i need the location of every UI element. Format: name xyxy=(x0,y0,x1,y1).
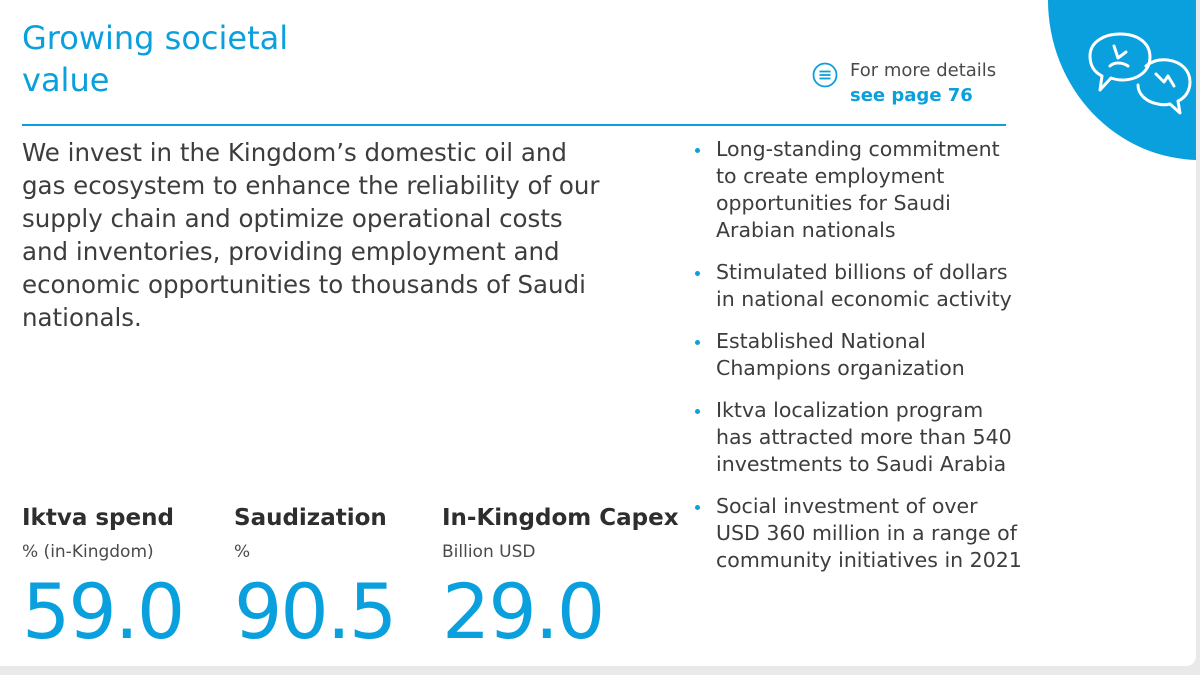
stat-saudization: Saudization % 90.5 xyxy=(234,500,397,656)
header-divider xyxy=(22,124,1006,126)
bullet-dot xyxy=(695,505,700,510)
more-details-label: For more details xyxy=(850,60,997,81)
stat-unit: % xyxy=(234,542,251,562)
stat-unit: % (in-Kingdom) xyxy=(22,542,154,562)
stat-iktva-spend: Iktva spend % (in-Kingdom) 59.0 xyxy=(22,500,185,656)
more-details: For more details see page 76 xyxy=(812,58,996,108)
stat-heading: In-Kingdom Capex xyxy=(442,505,679,531)
list-item: Social investment of over USD 360 millio… xyxy=(692,493,1022,574)
stat-value: 90.5 xyxy=(234,567,397,656)
highlights-list: Long-standing commitment to create emplo… xyxy=(692,136,1022,589)
bullet-dot xyxy=(695,409,700,414)
see-page-link[interactable]: see page 76 xyxy=(850,85,973,106)
bullet-dot xyxy=(695,271,700,276)
document-lines-icon xyxy=(812,62,838,88)
page-title: Growing societal value xyxy=(22,19,289,99)
list-item: Established National Champions organizat… xyxy=(692,328,1022,382)
stat-value: 29.0 xyxy=(442,567,605,656)
stat-value: 59.0 xyxy=(22,567,185,656)
stat-in-kingdom-capex: In-Kingdom Capex Billion USD 29.0 xyxy=(442,500,679,652)
bullet-dot xyxy=(695,148,700,153)
stat-heading: Iktva spend xyxy=(22,505,174,531)
stat-unit: Billion USD xyxy=(442,542,536,562)
list-item: Stimulated billions of dollars in nation… xyxy=(692,259,1022,313)
speech-bubbles-icon xyxy=(1048,0,1196,160)
intro-paragraph: We invest in the Kingdom’s domestic oil … xyxy=(22,138,600,332)
list-item: Iktva localization program has attracted… xyxy=(692,397,1022,478)
stat-heading: Saudization xyxy=(234,505,387,531)
list-item: Long-standing commitment to create emplo… xyxy=(692,136,1022,244)
bullet-dot xyxy=(695,340,700,345)
